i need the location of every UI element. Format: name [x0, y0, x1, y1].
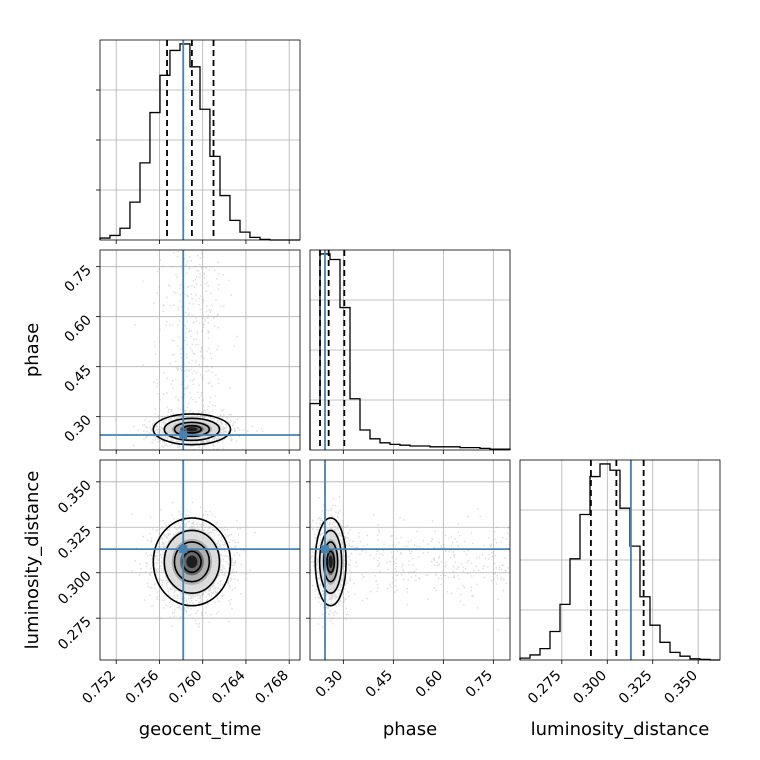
- density-level: [328, 555, 333, 569]
- histogram-steps: [519, 463, 720, 661]
- y-tick-label: 0.325: [55, 523, 95, 563]
- histogram-panel-phase: [309, 249, 511, 451]
- x-axis-label-geocent-time: geocent_time: [139, 719, 262, 740]
- x-tick-label: 0.752: [79, 668, 119, 708]
- density-layer: [100, 250, 300, 450]
- truth-marker: [179, 545, 188, 554]
- contour-line: [314, 517, 347, 607]
- truth-marker: [179, 431, 188, 439]
- x-tick-label: 0.756: [123, 667, 163, 707]
- y-tick-label: 0.30: [61, 412, 94, 445]
- panel-frame: [309, 249, 511, 451]
- contour-line: [173, 421, 211, 438]
- y-tick-label: 0.45: [61, 362, 94, 395]
- contour-line: [318, 529, 343, 594]
- density-layer: [100, 460, 300, 660]
- scatter-points: [131, 501, 256, 628]
- histogram-steps: [99, 43, 300, 241]
- density-level: [186, 555, 198, 569]
- y-tick-label: 0.75: [61, 262, 94, 295]
- scatter-panel-luminosity_distance-vs-phase: [309, 459, 511, 661]
- y-tick-label: 0.275: [55, 614, 95, 654]
- x-tick-label: 0.300: [570, 668, 610, 708]
- x-axis-label-phase: phase: [383, 719, 437, 740]
- x-tick-label: 0.30: [313, 668, 346, 701]
- scatter-panel-phase-vs-geocent_time: [99, 249, 301, 451]
- x-tick-label: 0.350: [661, 668, 701, 708]
- x-tick-label: 0.60: [413, 668, 446, 701]
- truth-marker: [321, 545, 329, 554]
- histogram-steps: [309, 253, 511, 450]
- panel-frame: [519, 459, 721, 661]
- y-tick-label: 0.300: [55, 568, 95, 608]
- x-tick-label: 0.760: [166, 668, 206, 708]
- y-axis-label-luminosity-distance: luminosity_distance: [22, 471, 43, 650]
- x-axis-label-luminosity-distance: luminosity_distance: [531, 719, 710, 740]
- y-axis-label-phase: phase: [22, 323, 43, 377]
- contour-line: [326, 550, 336, 574]
- y-tick-label: 0.350: [55, 477, 95, 517]
- contour-line: [173, 541, 211, 583]
- panel-frame: [99, 459, 301, 661]
- contour-line: [152, 413, 232, 446]
- x-tick-label: 0.275: [525, 668, 565, 708]
- contour-line: [163, 529, 221, 594]
- x-tick-label: 0.325: [616, 668, 656, 708]
- histogram-panel-geocent_time: [96, 39, 301, 241]
- scatter-panel-luminosity_distance-vs-geocent_time: [99, 459, 301, 661]
- y-tick-label: 0.60: [61, 312, 94, 345]
- x-tick-label: 0.768: [252, 668, 292, 708]
- histogram-panel-luminosity_distance: [519, 459, 721, 661]
- contour-line: [163, 417, 221, 442]
- density-level: [186, 427, 198, 432]
- density-layer: [310, 460, 510, 660]
- x-tick-label: 0.75: [463, 668, 496, 701]
- panel-frame: [99, 39, 301, 241]
- panel-frame: [309, 459, 511, 661]
- contour-line: [152, 517, 232, 607]
- x-tick-label: 0.45: [363, 668, 396, 701]
- contour-line: [322, 541, 339, 583]
- x-tick-label: 0.764: [209, 667, 249, 707]
- panel-frame: [99, 249, 301, 451]
